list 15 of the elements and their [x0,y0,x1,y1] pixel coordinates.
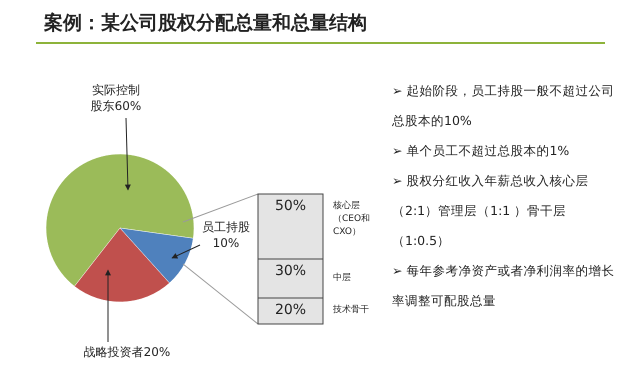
chart-title: 案例：某公司股权分配总量和总量结构 [44,11,367,36]
series-label: 核心层（CEO和CXO） [333,200,372,239]
slice-label: 战略投资者20% [82,344,172,360]
data-label: 10% [212,236,240,250]
series-label: 中层 [333,272,352,284]
series-label: 技术骨干 [333,304,370,317]
slice-label: 员工持股 [202,220,250,234]
data-label: 50% [274,198,308,214]
text: ➢ 单个员工不超过总股本的1% [392,142,570,160]
text: ➢ 股权分红收入年薪总收入核心层（2:1）管理层（1:1 ）骨干层（1:0.5） [392,173,588,248]
slice-label: 实际控制股东60% [90,82,142,114]
text: ➢ 每年参考净资产或者净利润率的增长率调整可配股总量 [392,263,614,308]
data-label: 20% [274,302,308,318]
data-label: 30% [274,263,308,279]
text: ➢ 起始阶段，员工持股一般不超过公司总股本的10% [392,83,614,128]
